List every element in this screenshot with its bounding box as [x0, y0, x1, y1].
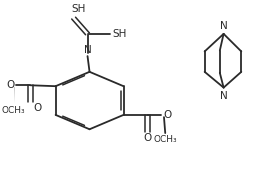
Text: O: O — [143, 132, 152, 143]
Text: O: O — [33, 103, 42, 113]
Text: SH: SH — [113, 29, 127, 39]
Text: OCH₃: OCH₃ — [1, 106, 25, 115]
Text: OCH₃: OCH₃ — [153, 135, 177, 144]
Text: N: N — [220, 91, 228, 101]
Text: O: O — [163, 110, 172, 120]
Text: N: N — [220, 21, 228, 30]
Text: O: O — [6, 80, 15, 90]
Text: SH: SH — [71, 4, 85, 14]
Text: N: N — [84, 45, 91, 55]
